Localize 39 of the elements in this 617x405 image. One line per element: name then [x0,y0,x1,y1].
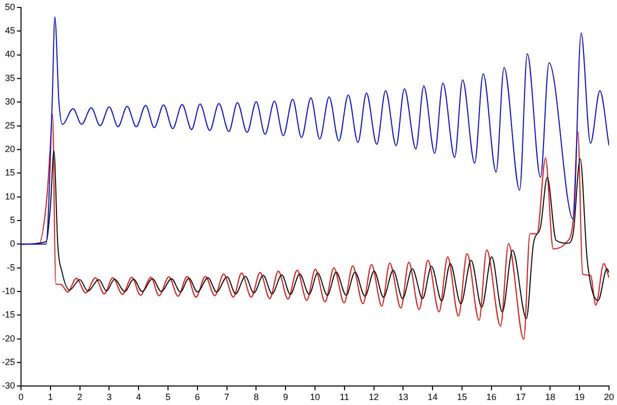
x-tick-label: 6 [194,392,200,402]
x-tick-label: 10 [310,392,320,402]
x-tick-label: 1 [48,392,53,402]
y-tick-label: 5 [10,214,16,225]
x-tick-label: 20 [604,392,614,402]
y-tick-label: -5 [6,262,16,272]
y-tick-label: 30 [4,96,16,107]
x-tick-label: 8 [254,392,259,402]
x-tick-label: 15 [456,392,468,402]
x-tick-label: 7 [224,392,230,402]
y-tick-label: 0 [10,238,16,249]
y-tick-label: -15 [2,310,16,320]
x-tick-label: 14 [428,392,438,402]
x-tick-label: 18 [545,392,556,402]
y-tick-label: -30 [2,380,16,391]
line-series [21,16,609,245]
x-tick-label: 19 [574,392,585,402]
y-tick-label: -25 [2,357,16,368]
y-tick-label: 50 [4,2,16,12]
x-tick-label: 0 [18,392,24,402]
y-tick-label: 35 [4,72,16,83]
y-tick-label: 25 [4,120,16,130]
x-tick-label: 4 [136,392,142,402]
x-tick-label: 17 [516,392,526,402]
y-tick-label: -10 [2,286,16,296]
y-tick-label: 45 [4,26,16,36]
x-tick-label: 2 [77,392,82,402]
y-tick-label: 20 [4,144,16,154]
x-tick-label: 11 [340,392,350,402]
y-tick-label: 10 [4,191,16,202]
x-tick-label: 9 [283,392,288,402]
x-tick-label: 3 [106,392,112,402]
y-tick-label: 40 [4,49,16,60]
y-tick-label: 15 [4,168,16,178]
x-tick-label: 13 [398,392,408,402]
x-tick-label: 5 [166,392,171,402]
x-tick-label: 16 [486,392,496,402]
y-tick-label: -20 [2,333,16,344]
x-tick-label: 12 [368,392,379,402]
